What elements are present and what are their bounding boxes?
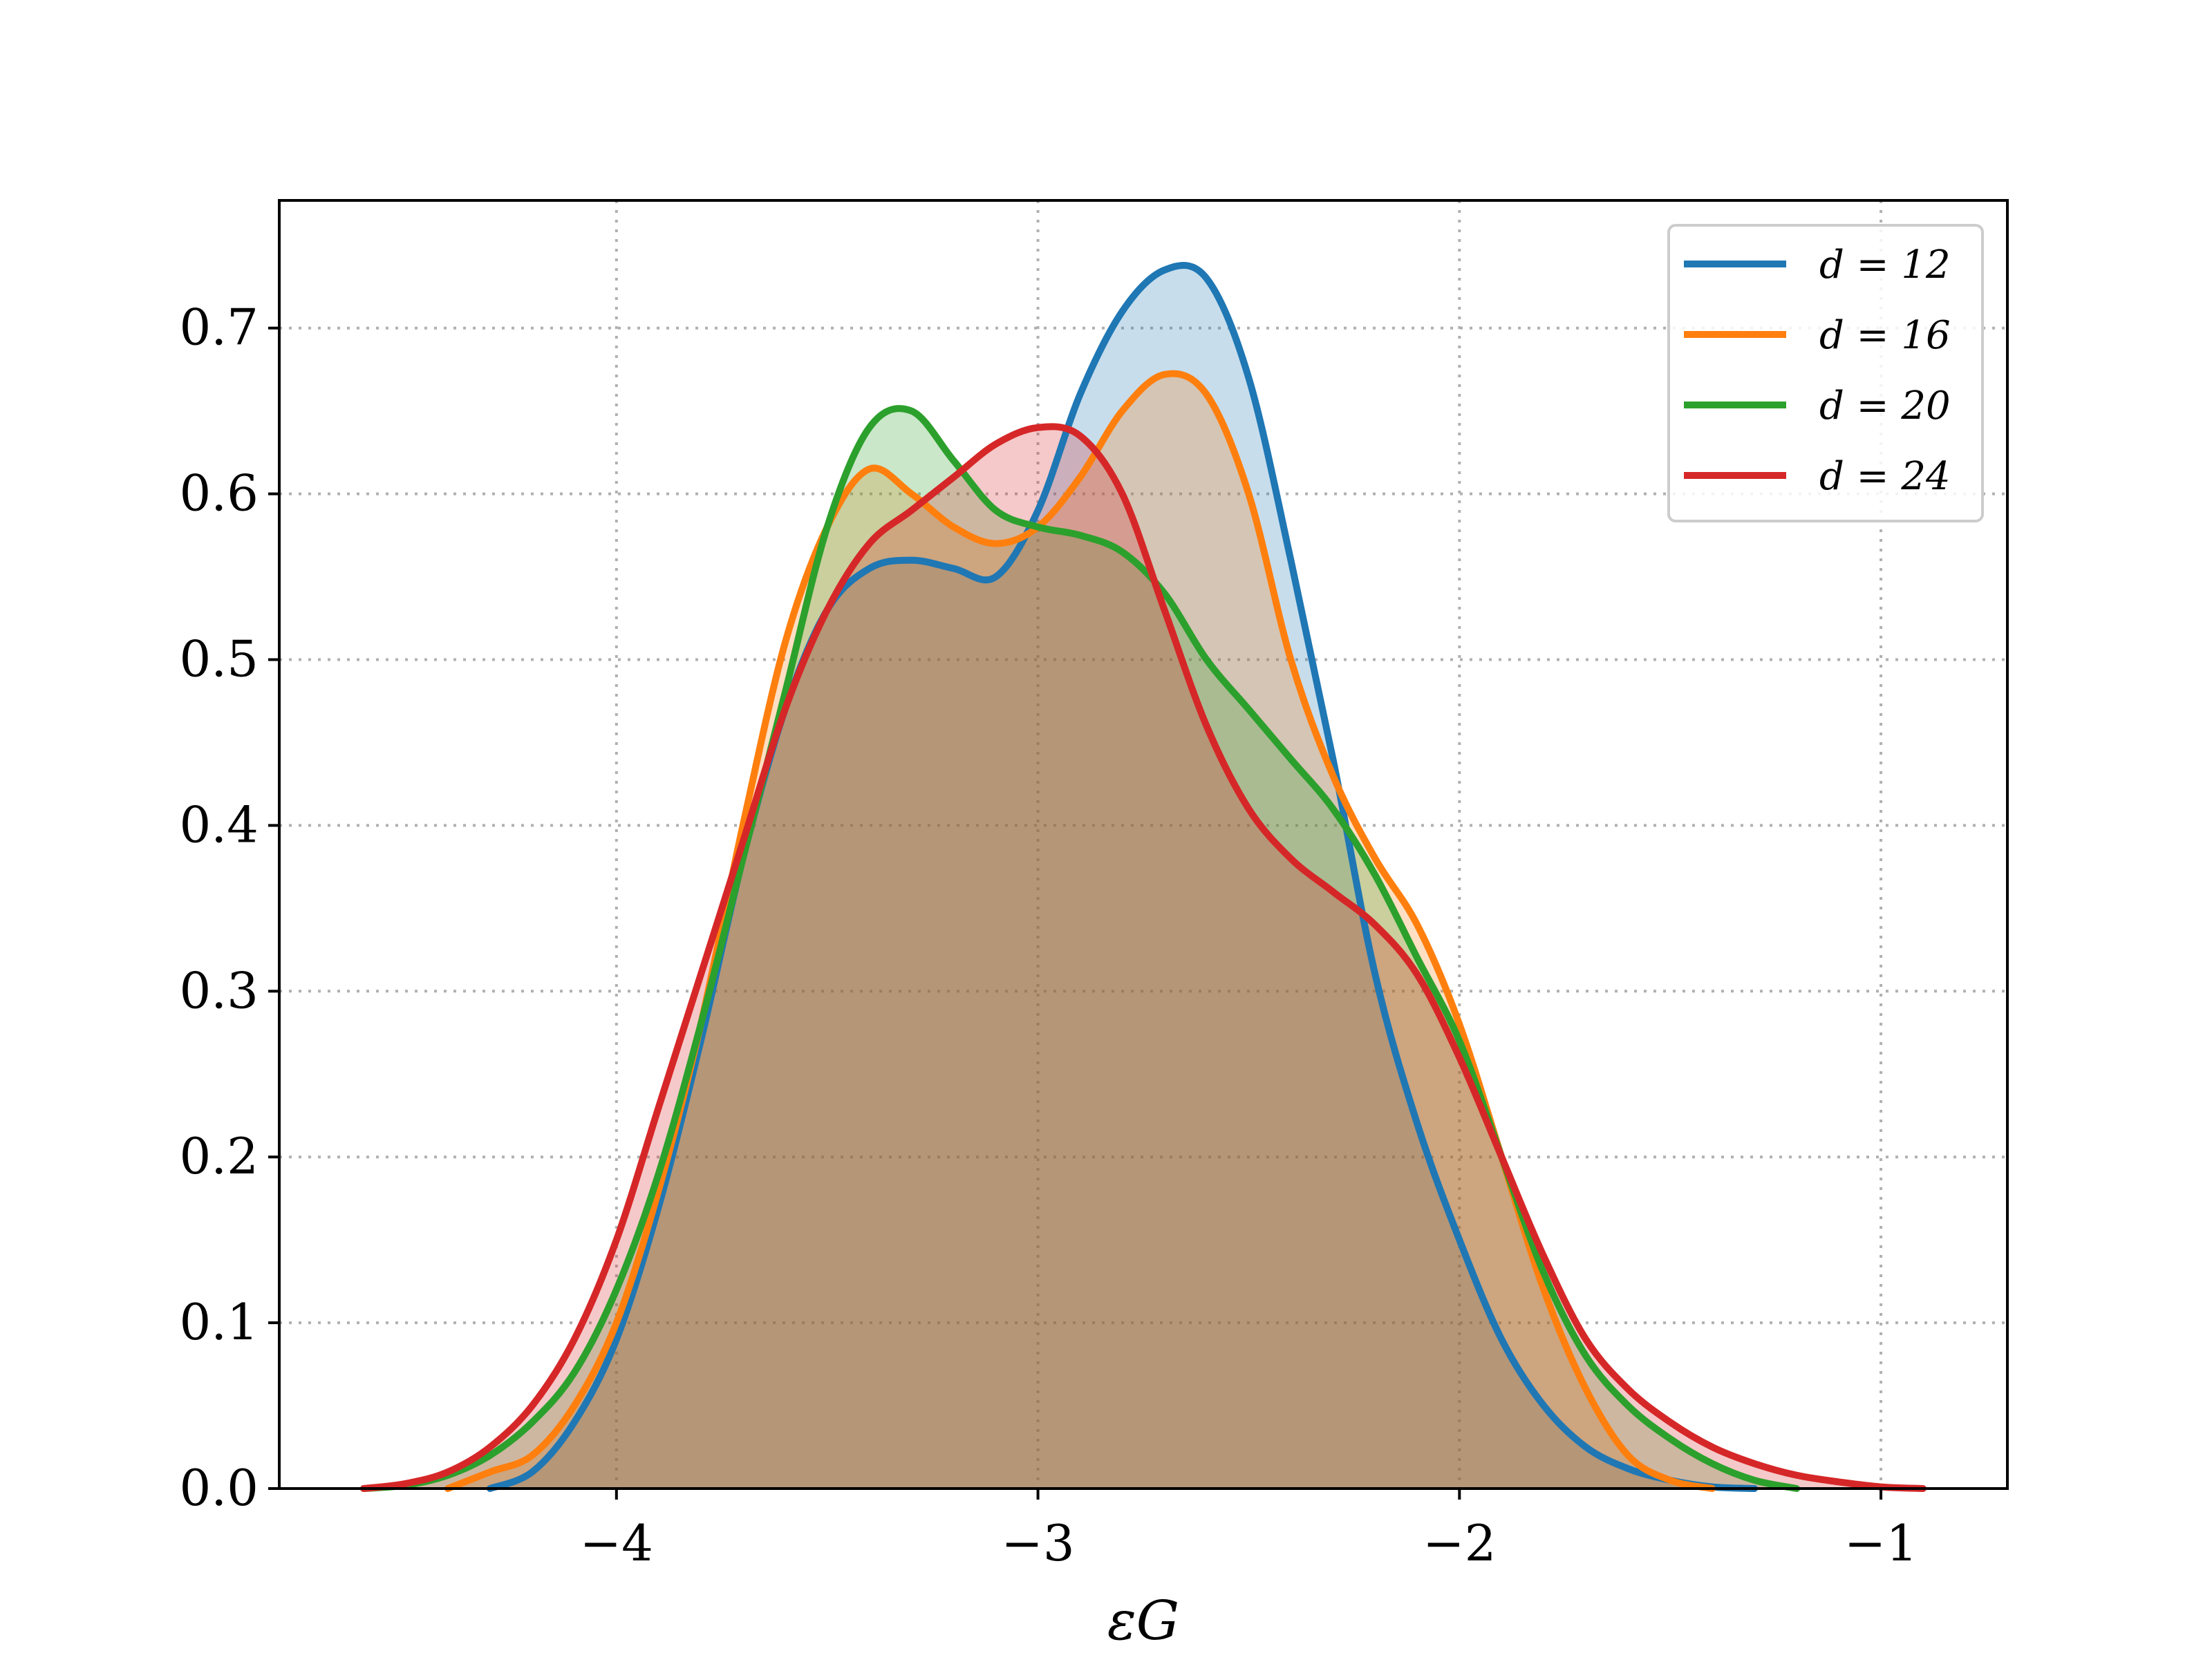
- legend: d = 12 d = 16 d = 20 d = 24: [1667, 224, 1984, 522]
- series-areas: [364, 265, 1923, 1489]
- y-tick-label: 0.6: [179, 464, 259, 522]
- series-area-4: [364, 426, 1923, 1489]
- x-tick-label: −4: [580, 1514, 653, 1572]
- legend-label-4: d = 24: [1819, 454, 1951, 499]
- x-axis-label: εG: [1107, 1590, 1179, 1652]
- y-tick-label: 0.7: [179, 299, 259, 357]
- y-tick-label: 0.1: [179, 1293, 259, 1351]
- x-tick-label: −3: [1001, 1514, 1074, 1572]
- y-tick-label: 0.0: [179, 1459, 259, 1517]
- axis-ticks: −4 −3 −2 −1 0.0 0.1 0.2 0.3 0.4 0.5 0.6 0.7: [179, 299, 1918, 1572]
- series-lines: [360, 261, 1927, 1492]
- series-line-3: [360, 405, 1801, 1492]
- series-area-2: [447, 373, 1713, 1489]
- y-tick-label: 0.5: [179, 630, 259, 688]
- legend-label-1: d = 12: [1819, 243, 1951, 287]
- y-tick-label: 0.3: [179, 961, 259, 1019]
- series-area-1: [489, 265, 1755, 1489]
- plot-frame: [278, 199, 2009, 1490]
- legend-box: [1667, 224, 1984, 522]
- y-tick-label: 0.2: [179, 1127, 259, 1185]
- series-line-1: [486, 261, 1759, 1492]
- series-area-3: [364, 408, 1797, 1489]
- legend-label-3: d = 20: [1819, 384, 1951, 428]
- x-tick-label: −2: [1423, 1514, 1496, 1572]
- x-tick-label: −1: [1844, 1514, 1918, 1572]
- legend-label-2: d = 16: [1819, 313, 1951, 358]
- y-tick-label: 0.4: [179, 795, 259, 853]
- series-line-4: [360, 423, 1927, 1492]
